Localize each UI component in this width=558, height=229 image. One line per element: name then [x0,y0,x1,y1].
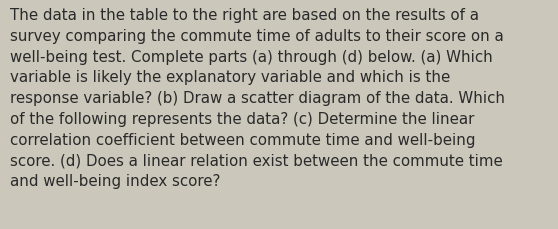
Text: The data in the table to the right are based on the results of a
survey comparin: The data in the table to the right are b… [10,8,505,188]
